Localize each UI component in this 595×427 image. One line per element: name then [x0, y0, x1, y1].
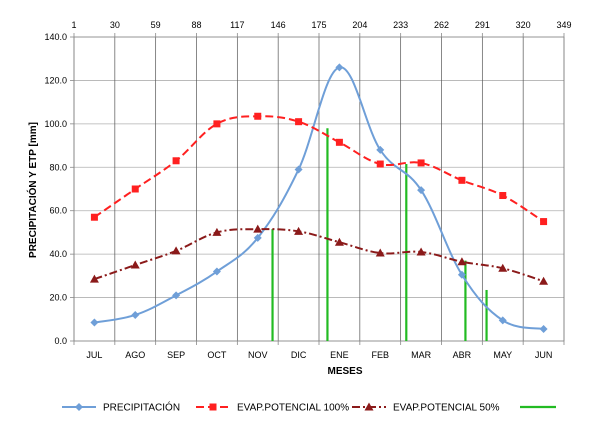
data-point — [212, 267, 221, 276]
data-point — [417, 186, 426, 195]
data-point — [457, 270, 466, 279]
y-tick-label: 20.0 — [49, 293, 67, 303]
legend-label: EVAP.POTENCIAL 50% — [393, 403, 500, 414]
legend-swatch-marker — [75, 403, 83, 411]
x2-tick-label: 349 — [556, 20, 571, 30]
y-tick-label: 60.0 — [49, 206, 67, 216]
data-point — [539, 276, 549, 285]
x2-tick-label: 291 — [475, 20, 490, 30]
x-axis-title: MESES — [327, 366, 362, 377]
x2-tick-label: 175 — [311, 20, 326, 30]
x2-tick-label: 59 — [151, 20, 161, 30]
data-point — [90, 318, 99, 327]
legend-label: PRECIPITACIÓN — [103, 401, 180, 414]
data-point — [335, 138, 343, 146]
data-point — [416, 247, 426, 256]
y-tick-label: 0.0 — [54, 336, 67, 346]
x2-tick-label: 262 — [434, 20, 449, 30]
x-tick-label: AGO — [125, 350, 145, 360]
data-point — [376, 160, 384, 168]
data-point — [89, 274, 99, 283]
legend-label: EVAP.POTENCIAL 100% — [237, 403, 349, 414]
data-point — [90, 213, 98, 221]
data-point — [376, 145, 385, 154]
legend-swatch-marker — [209, 403, 217, 411]
x-tick-label: MAR — [411, 350, 432, 360]
y-tick-label: 100.0 — [44, 119, 67, 129]
x-tick-label: ABR — [453, 350, 472, 360]
data-point — [254, 112, 262, 120]
x-tick-label: MAY — [493, 350, 512, 360]
data-point — [213, 120, 221, 128]
series-2 — [90, 112, 548, 226]
x2-tick-label: 1 — [71, 20, 76, 30]
data-point — [253, 233, 262, 242]
x-tick-label: NOV — [248, 350, 268, 360]
y-tick-label: 80.0 — [49, 162, 67, 172]
x-tick-label: ENE — [330, 350, 349, 360]
series-3 — [89, 224, 549, 285]
data-point — [335, 63, 344, 72]
data-point — [131, 310, 140, 319]
data-point — [457, 257, 467, 266]
data-point — [334, 237, 344, 246]
data-point — [131, 185, 139, 193]
data-point — [130, 260, 140, 269]
y-axis-ticks: 0.0 20.0 40.0 60.0 80.0 100.0 120.0 140.0 — [44, 32, 67, 346]
legend-item: PRECIPITACIÓN — [62, 401, 180, 414]
x2-tick-label: 204 — [352, 20, 367, 30]
series-line — [94, 228, 544, 283]
x2-tick-label: 233 — [393, 20, 408, 30]
legend-item: EVAP.POTENCIAL 100% — [196, 403, 349, 414]
series-1 — [90, 63, 548, 334]
x-tick-label: JUN — [535, 350, 553, 360]
grid-lines — [70, 33, 565, 345]
data-point — [375, 248, 385, 257]
data-point — [253, 224, 263, 233]
data-point — [172, 291, 181, 300]
x-axis-category-ticks: JUL AGO SEP OCT NOV DIC ENE FEB MAR ABR MAY JUN — [86, 350, 552, 360]
data-point — [499, 192, 507, 200]
y-tick-label: 140.0 — [44, 32, 67, 42]
secondary-x-axis-ticks: 1 30 59 88 117 146 175 204 233 262 291 320 349 — [71, 20, 571, 30]
data-point — [498, 263, 508, 272]
x-tick-label: FEB — [371, 350, 389, 360]
x2-tick-label: 30 — [110, 20, 120, 30]
data-point — [171, 246, 181, 255]
data-point — [294, 226, 304, 235]
y-tick-label: 40.0 — [49, 249, 67, 259]
data-point — [172, 157, 180, 165]
data-point — [294, 165, 303, 174]
x-tick-label: JUL — [86, 350, 102, 360]
x2-tick-label: 146 — [271, 20, 286, 30]
data-point — [539, 325, 548, 334]
legend: PRECIPITACIÓN EVAP.POTENCIAL 100% EVAP.POT… — [62, 401, 556, 414]
x-tick-label: DIC — [291, 350, 307, 360]
data-point — [540, 218, 548, 226]
data-point — [498, 316, 507, 325]
data-point — [417, 159, 425, 167]
data-point — [212, 227, 222, 236]
data-point — [458, 176, 466, 184]
y-tick-label: 120.0 — [44, 75, 67, 85]
y-axis-title: PRECIPITACIÓN Y ETP [mm] — [26, 122, 39, 258]
legend-item: EVAP.POTENCIAL 50% — [352, 402, 500, 414]
x2-tick-label: 117 — [230, 20, 244, 30]
x-tick-label: OCT — [207, 350, 227, 360]
x2-tick-label: 320 — [516, 20, 531, 30]
x2-tick-label: 88 — [191, 20, 201, 30]
series-layer — [89, 63, 549, 334]
x-tick-label: SEP — [167, 350, 185, 360]
legend-swatch-marker — [364, 402, 374, 411]
data-point — [295, 118, 303, 126]
